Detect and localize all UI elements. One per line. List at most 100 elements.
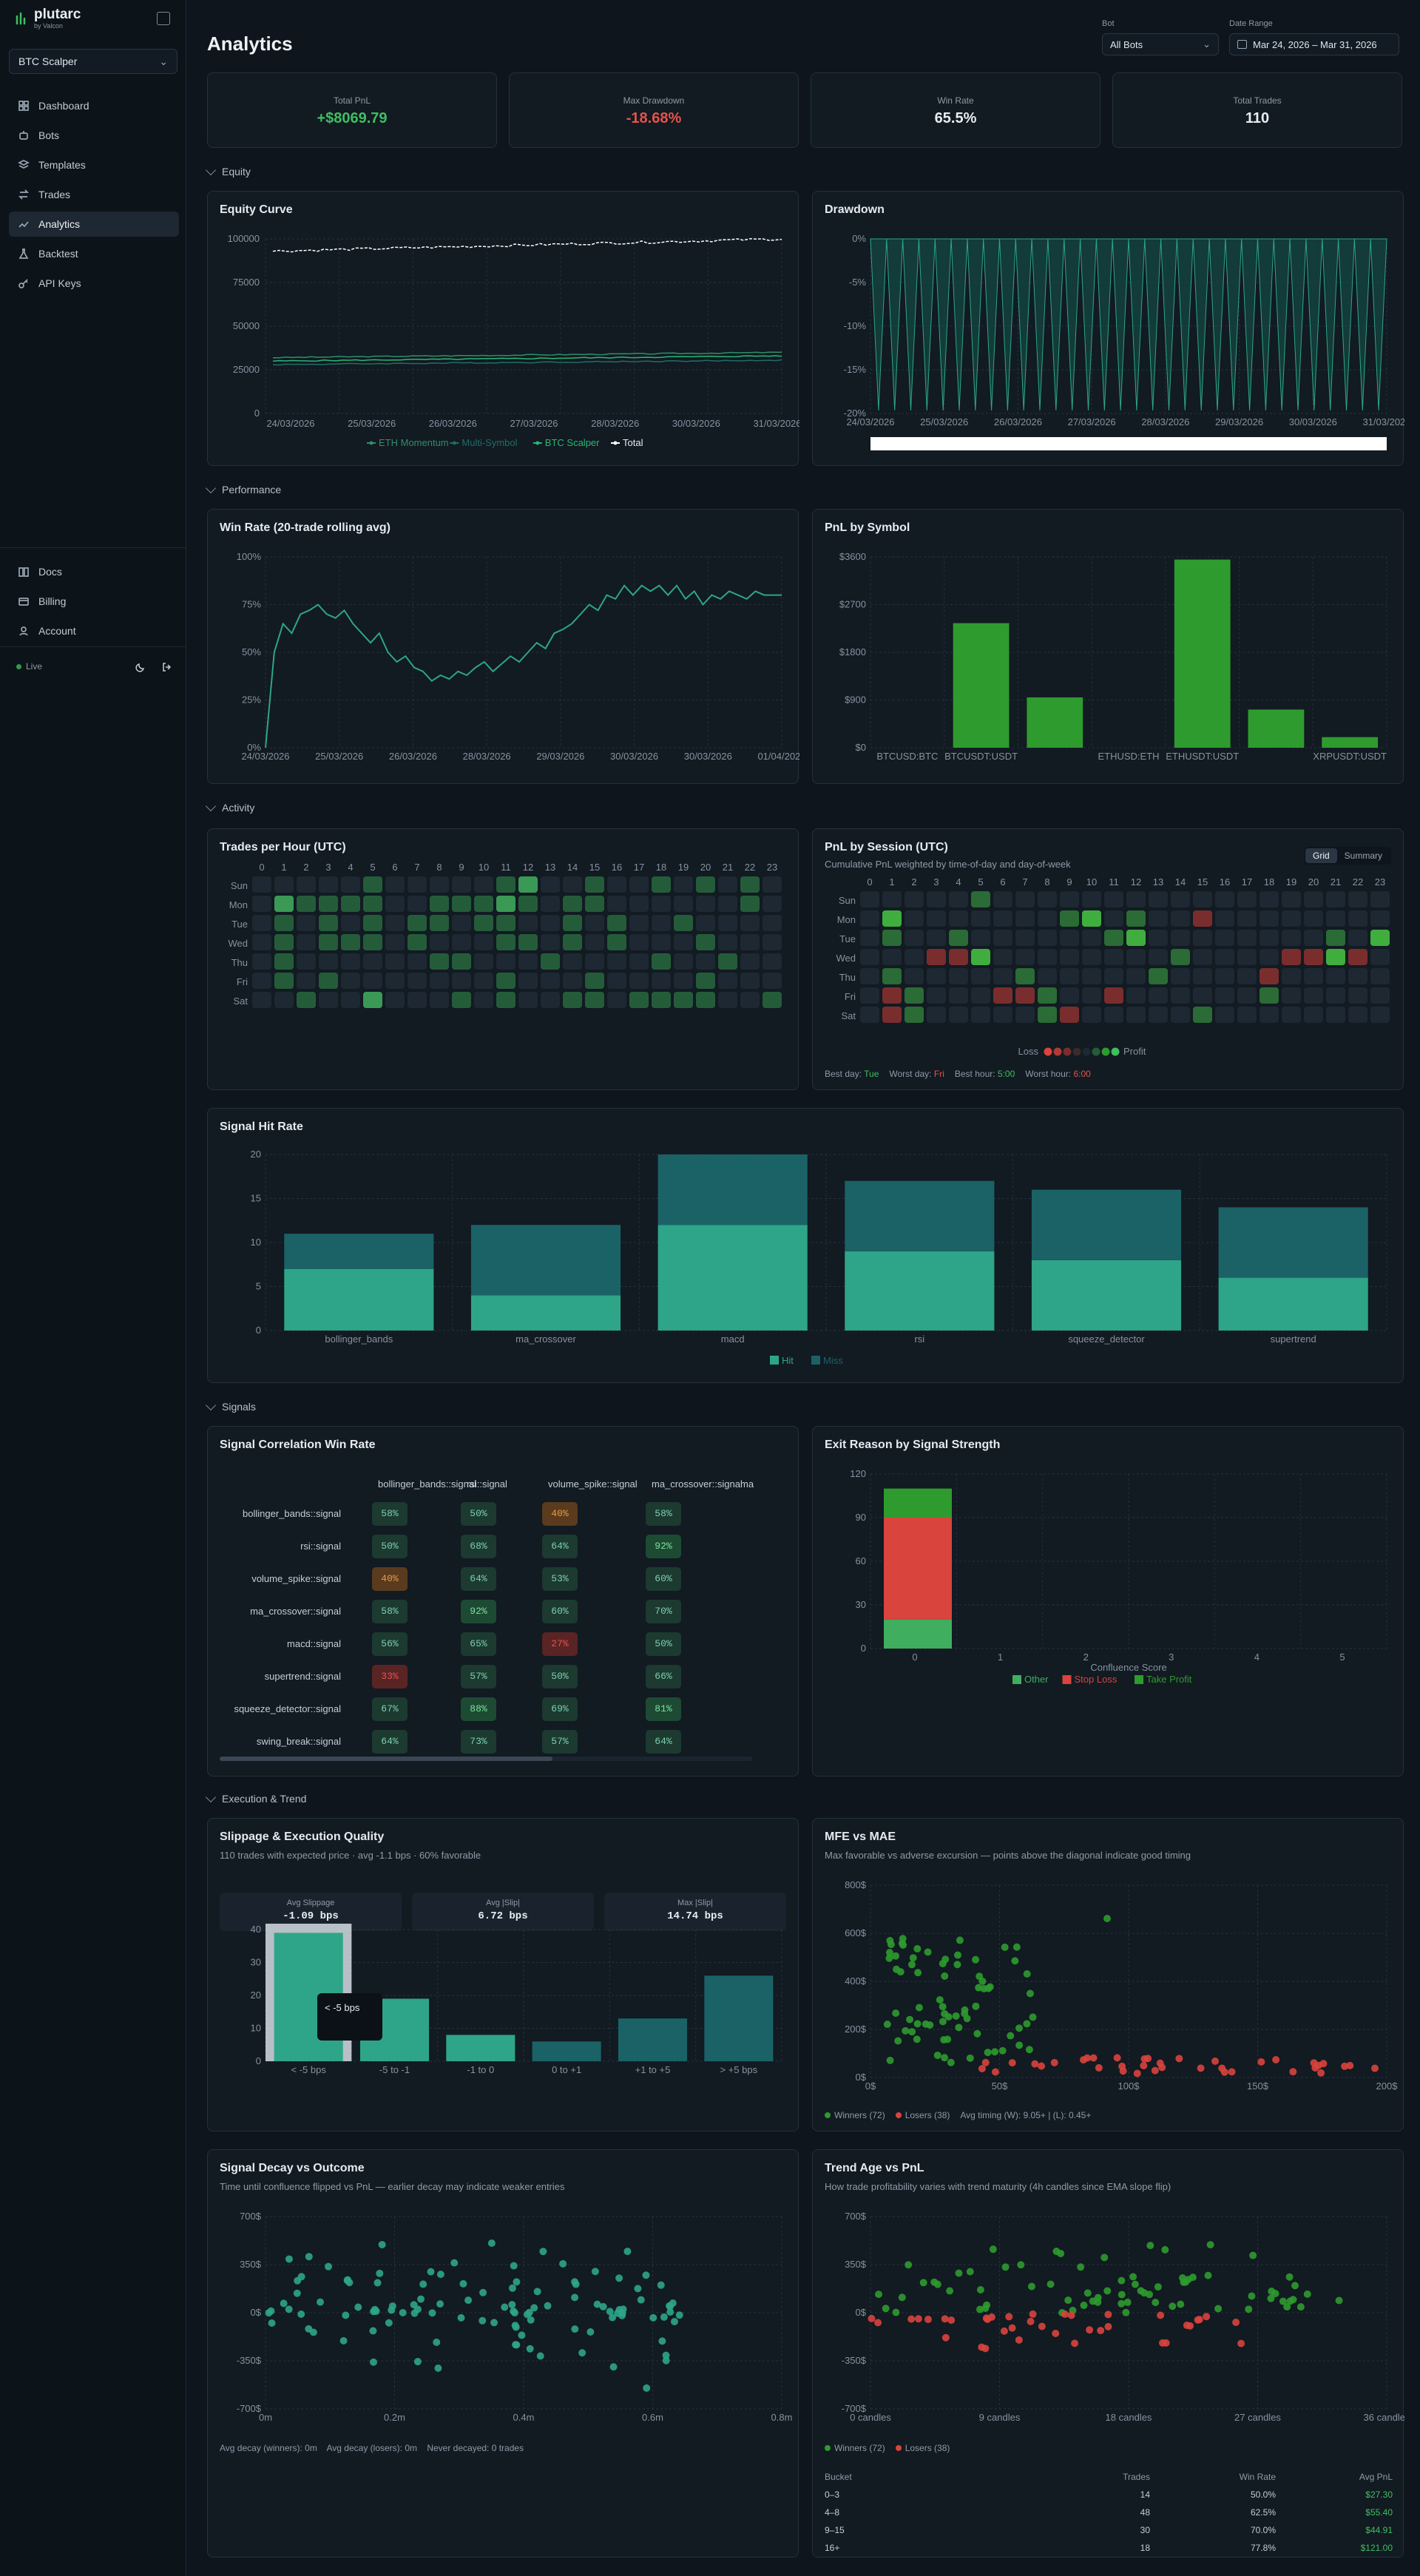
correlation-cell[interactable]: 40% <box>542 1502 578 1526</box>
scatter-point <box>1151 2066 1159 2075</box>
toggle-grid[interactable]: Grid <box>1305 848 1337 863</box>
correlation-cell[interactable]: 58% <box>646 1502 681 1526</box>
nav-trades[interactable]: Trades <box>9 182 179 207</box>
legend-swatch <box>1053 1047 1062 1056</box>
chart-tooltip: < -5 bps <box>317 1993 382 2041</box>
heatmap-cell <box>585 953 604 970</box>
correlation-cell[interactable]: 92% <box>646 1535 681 1558</box>
nav-templates[interactable]: Templates <box>9 152 179 178</box>
heatmap-cell <box>563 915 582 931</box>
correlation-cell[interactable]: 56% <box>372 1632 408 1656</box>
correlation-cell[interactable]: 88% <box>461 1697 496 1721</box>
correlation-cell[interactable]: 64% <box>461 1567 496 1591</box>
heatmap-cell <box>1282 930 1301 946</box>
heatmap-cell <box>518 934 538 950</box>
section-toggle-execution[interactable]: Execution & Trend <box>205 1791 306 1805</box>
correlation-cell[interactable]: 40% <box>372 1567 408 1591</box>
legend-swatch <box>1082 1047 1091 1056</box>
nav-dashboard[interactable]: Dashboard <box>9 93 179 118</box>
day-label: Tue <box>231 919 248 930</box>
section-toggle-performance[interactable]: Performance <box>205 482 281 496</box>
heatmap-cell <box>1149 910 1168 927</box>
scatter-point <box>898 2293 906 2302</box>
nav-analytics[interactable]: Analytics <box>9 212 179 237</box>
heatmap-cell <box>363 973 382 989</box>
heatmap-cell <box>949 1007 968 1023</box>
moon-icon[interactable] <box>135 661 146 673</box>
kpi-label: Max Drawdown <box>623 95 685 106</box>
correlation-cell[interactable]: 67% <box>372 1697 408 1721</box>
heatmap-cell <box>860 949 879 965</box>
correlation-cell[interactable]: 27% <box>542 1632 578 1656</box>
y-tick-label: 15 <box>251 1193 261 1204</box>
section-toggle-signals[interactable]: Signals <box>205 1399 256 1413</box>
logout-icon[interactable] <box>161 661 173 673</box>
toggle-summary[interactable]: Summary <box>1344 851 1382 861</box>
correlation-cell[interactable]: 53% <box>542 1567 578 1591</box>
nav-docs[interactable]: Docs <box>9 559 179 584</box>
correlation-cell[interactable]: 64% <box>646 1730 681 1754</box>
sidebar-collapse-icon[interactable] <box>157 12 170 25</box>
y-tick-label: 400$ <box>845 1975 867 1987</box>
series-line <box>272 355 782 362</box>
correlation-cell[interactable]: 73% <box>461 1730 496 1754</box>
correlation-cell[interactable]: 64% <box>542 1535 578 1558</box>
legend-swatch <box>770 1356 779 1365</box>
correlation-cell[interactable]: 92% <box>461 1600 496 1623</box>
correlation-cell[interactable]: 50% <box>372 1535 408 1558</box>
correlation-cell[interactable]: 68% <box>461 1535 496 1558</box>
heatmap-cell <box>1282 968 1301 984</box>
correlation-cell[interactable]: 33% <box>372 1665 408 1688</box>
scatter-point <box>1067 2311 1075 2319</box>
nav-api-keys[interactable]: API Keys <box>9 271 179 296</box>
correlation-cell[interactable]: 60% <box>542 1600 578 1623</box>
correlation-cell[interactable]: 58% <box>372 1502 408 1526</box>
nav-billing[interactable]: Billing <box>9 589 179 614</box>
correlation-cell[interactable]: 57% <box>542 1730 578 1754</box>
correlation-cell[interactable]: 65% <box>461 1632 496 1656</box>
heatmap-cell <box>1237 1007 1257 1023</box>
correlation-cell[interactable]: 50% <box>646 1632 681 1656</box>
correlation-cell[interactable]: 70% <box>646 1600 681 1623</box>
heatmap-cell <box>274 876 294 893</box>
scrollbar-thumb[interactable] <box>220 1757 552 1761</box>
scatter-point <box>1023 1970 1031 1978</box>
best-day: Best day: Tue <box>825 1069 879 1079</box>
date-range-picker[interactable]: Mar 24, 2026 – Mar 31, 2026 <box>1229 33 1399 55</box>
heatmap-cell <box>629 915 649 931</box>
heatmap-cell <box>1282 891 1301 907</box>
correlation-cell[interactable]: 50% <box>542 1665 578 1688</box>
day-label: Thu <box>839 972 856 983</box>
correlation-cell[interactable]: 64% <box>372 1730 408 1754</box>
correlation-cell[interactable]: 60% <box>646 1567 681 1591</box>
correlation-cell[interactable]: 57% <box>461 1665 496 1688</box>
nav-account[interactable]: Account <box>9 618 179 643</box>
brand[interactable]: plutarc by Valcon <box>15 7 81 30</box>
nav-backtest[interactable]: Backtest <box>9 241 179 266</box>
heatmap-cell <box>1015 987 1035 1004</box>
correlation-cell[interactable]: 50% <box>461 1502 496 1526</box>
correlation-cell[interactable]: 69% <box>542 1697 578 1721</box>
nav-bots[interactable]: Bots <box>9 123 179 148</box>
correlation-cell[interactable]: 58% <box>372 1600 408 1623</box>
heatmap-cell <box>518 992 538 1008</box>
day-label: Sun <box>839 895 856 906</box>
x-axis-label: Confluence Score <box>1090 1662 1166 1673</box>
horizontal-scrollbar[interactable] <box>220 1757 752 1761</box>
heatmap-cell <box>860 1007 879 1023</box>
correlation-cell[interactable]: 66% <box>646 1665 681 1688</box>
section-toggle-activity[interactable]: Activity <box>205 800 254 814</box>
scatter-point <box>1133 2069 1141 2078</box>
correlation-cell[interactable]: 81% <box>646 1697 681 1721</box>
scatter-point <box>436 2300 444 2308</box>
bot-selector[interactable]: BTC Scalper ⌄ <box>9 49 178 74</box>
heatmap-cell <box>430 896 449 912</box>
x-tick-label: 30/03/2026 <box>610 751 658 762</box>
bot-filter-select[interactable]: All Bots ⌄ <box>1102 33 1219 55</box>
heatmap-cell <box>1104 968 1123 984</box>
x-tick-label: supertrend <box>1271 1333 1316 1345</box>
x-tick-label: 0 candles <box>850 2412 891 2423</box>
range-brush <box>870 437 1387 450</box>
section-toggle-equity[interactable]: Equity <box>205 164 251 178</box>
heatmap-cell <box>1060 987 1079 1004</box>
